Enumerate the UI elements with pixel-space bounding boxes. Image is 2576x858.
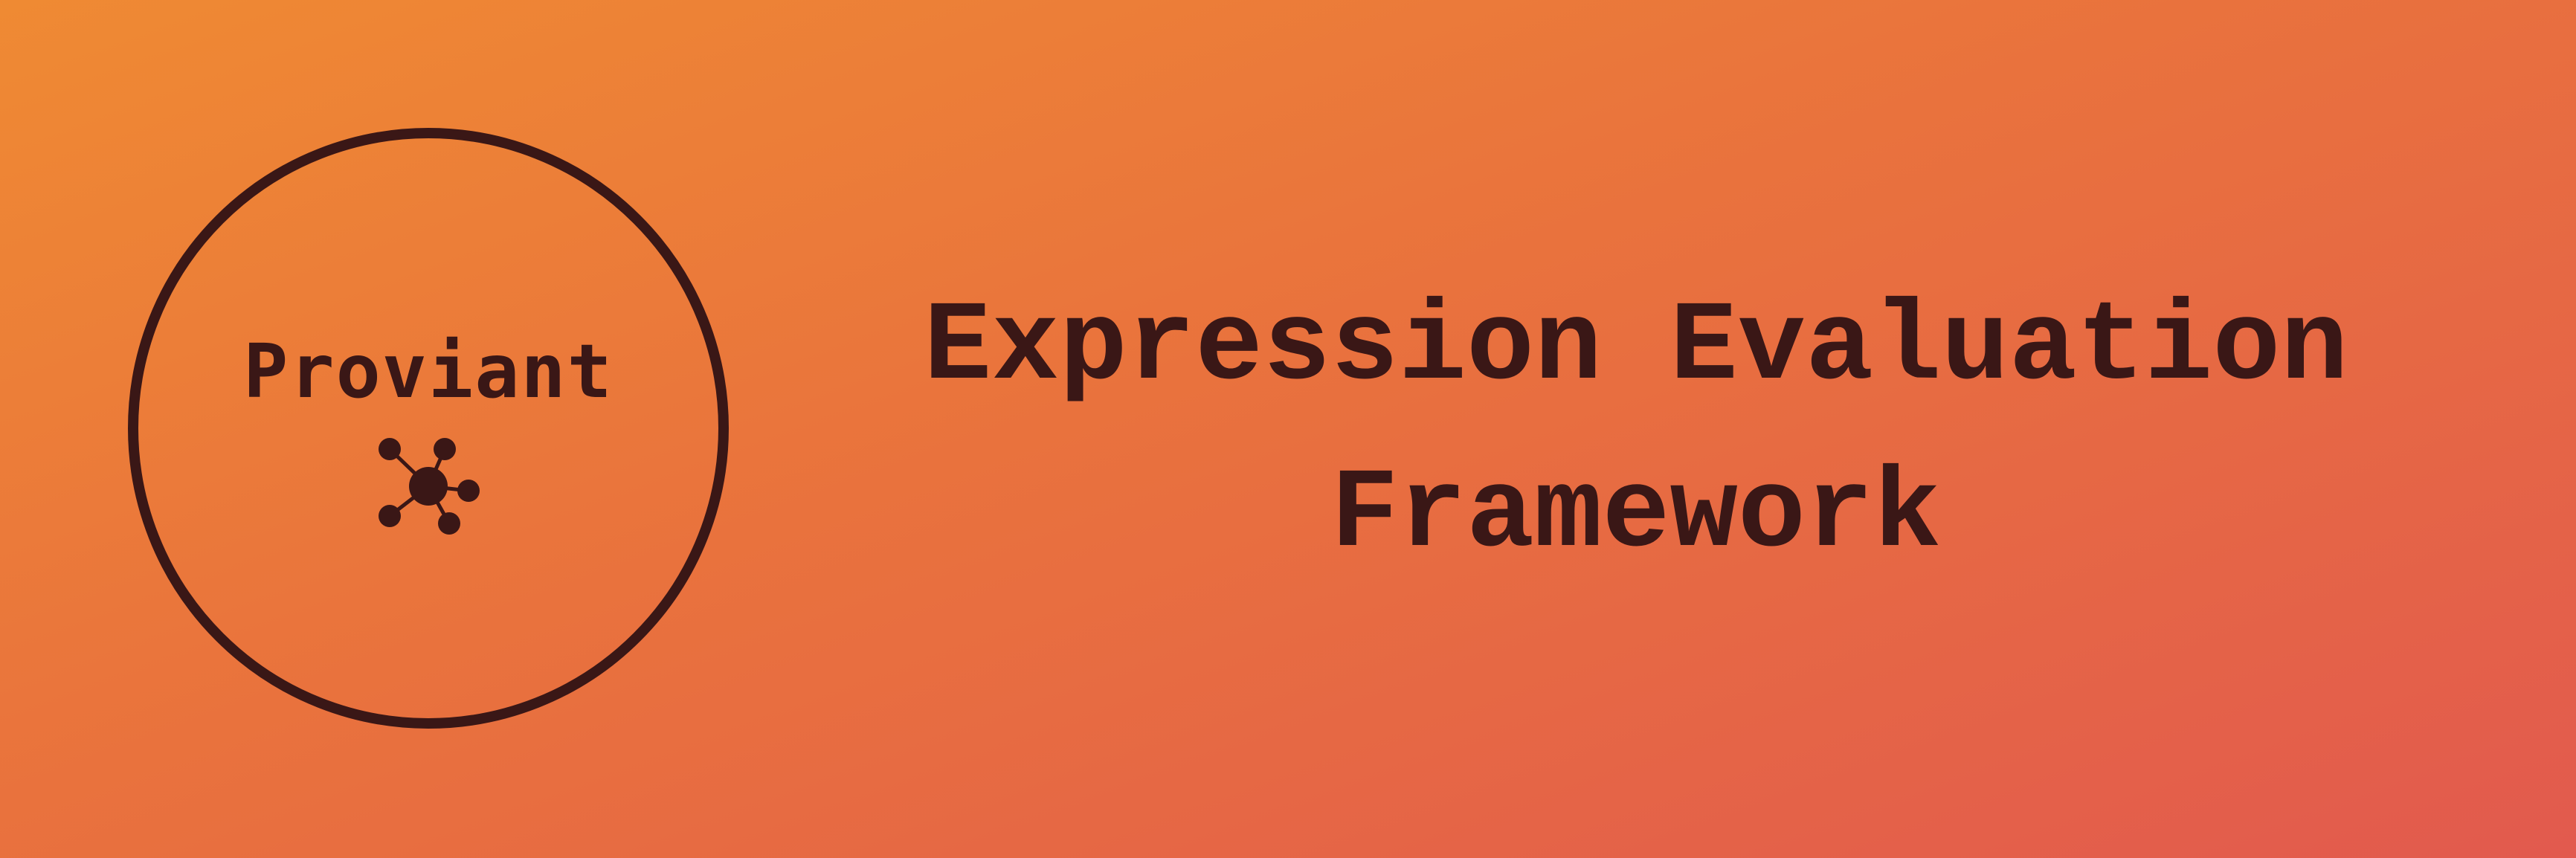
logo-wordmark: Proviant: [243, 328, 614, 415]
title-line-1: Expression Evaluation: [924, 283, 2348, 412]
network-hub-icon: [379, 438, 480, 535]
title-line-2: Framework: [1330, 451, 1942, 579]
page-title: Expression Evaluation Framework: [818, 264, 2454, 599]
